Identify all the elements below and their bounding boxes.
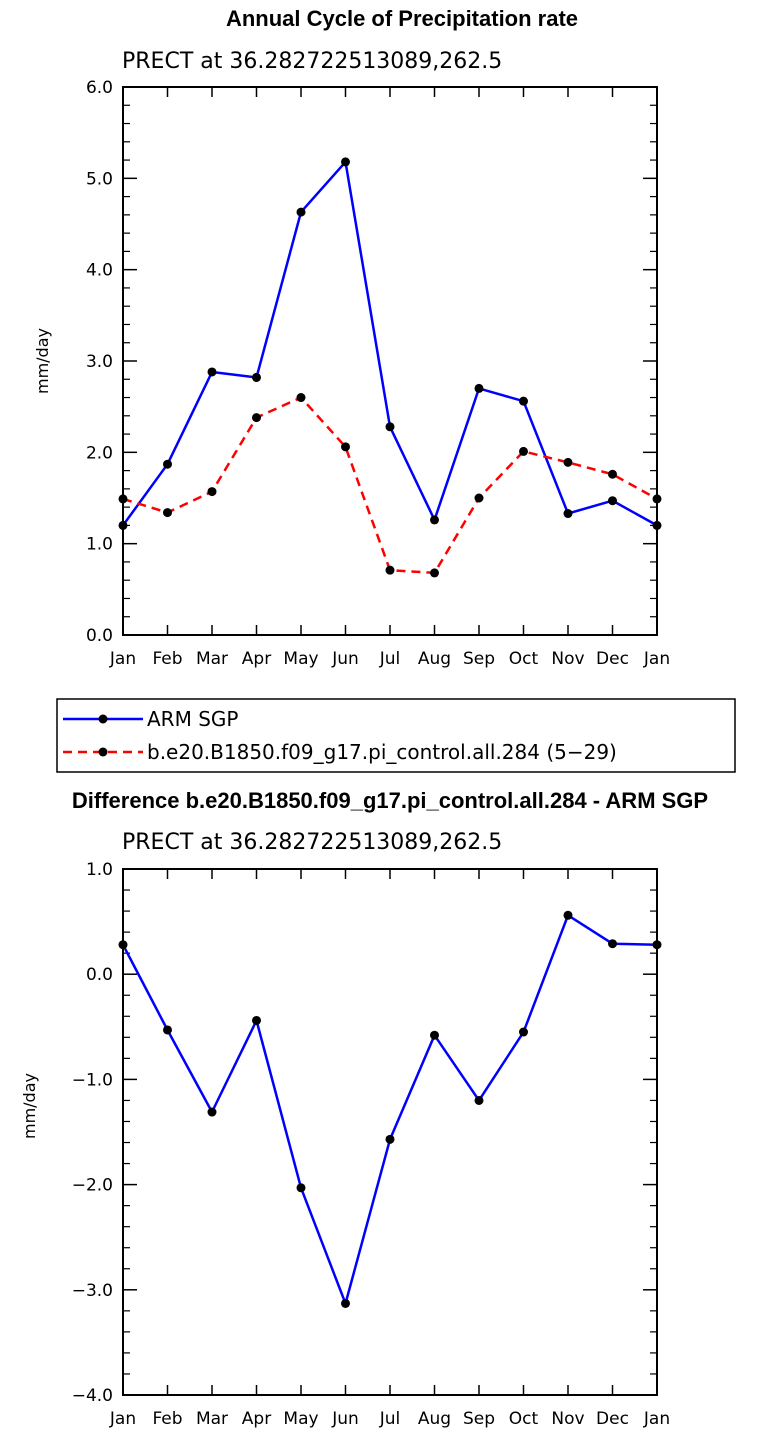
chart2-subtitle: PRECT at 36.282722513089,262.5 — [122, 830, 502, 855]
legend-entry-arm-sgp: ARM SGP — [63, 707, 238, 731]
chart1-y-tick-label: 5.0 — [86, 169, 113, 189]
chart1-series-1-point — [474, 493, 484, 503]
chart1-series-0-point — [608, 496, 617, 506]
chart1-series-1-point — [430, 568, 439, 578]
chart2-series-0-point — [252, 1015, 261, 1025]
chart1-y-tick-label: 0.0 — [86, 626, 113, 646]
chart1-x-tick-label: Dec — [596, 649, 629, 669]
precip-annual-cycle-chart: Annual Cycle of Precipitation rate PRECT… — [33, 6, 670, 669]
chart1-y-tick-label: 3.0 — [86, 352, 113, 372]
chart1-series-1-point — [341, 442, 350, 452]
chart2-x-tick-label: Dec — [596, 1409, 629, 1429]
chart1-series-0-point — [519, 396, 528, 406]
chart1-y-tick-label: 1.0 — [86, 535, 113, 555]
chart2-x-tick-label: Nov — [551, 1409, 584, 1429]
legend-box — [56, 698, 736, 773]
chart2-series-0-point — [341, 1298, 350, 1308]
chart1-series-1-point — [385, 565, 395, 575]
chart2-x-tick-label: Feb — [152, 1409, 182, 1429]
chart2-x-tick-label: Oct — [509, 1409, 539, 1429]
chart1-series-line-0 — [121, 160, 658, 527]
chart2-series-0-point — [207, 1107, 217, 1117]
chart1-series-1-point — [296, 393, 306, 403]
chart1-series-1-point — [163, 508, 172, 518]
chart1-axis-ticks: Jan Feb Mar Apr May Jun Jul Aug Sep Oct Nov Dec Jan 0… — [86, 78, 670, 669]
legend-entry-model: b.e20.B1850.f09_g17.pi_control.all.284 (… — [63, 740, 617, 764]
legend-label-arm-sgp: ARM SGP — [147, 707, 238, 731]
chart1-series-0-point — [163, 459, 172, 469]
chart2-y-tick-label: −3.0 — [72, 1281, 113, 1301]
chart1-y-tick-label: 6.0 — [86, 78, 113, 98]
chart2-series-line-0 — [121, 914, 658, 1305]
chart1-subtitle: PRECT at 36.282722513089,262.5 — [122, 49, 502, 74]
chart2-y-tick-label: −2.0 — [72, 1176, 113, 1196]
chart1-series-0-point — [296, 207, 306, 217]
chart2-title: Difference b.e20.B1850.f09_g17.pi_contro… — [72, 788, 708, 813]
chart1-x-tick-label: May — [283, 649, 318, 669]
chart2-series-0-point — [519, 1027, 528, 1037]
chart2-series-0-point — [296, 1183, 306, 1193]
chart1-x-tick-label: Sep — [463, 649, 495, 669]
chart1-x-tick-label: Mar — [196, 649, 228, 669]
chart2-x-tick-label: Mar — [196, 1409, 228, 1429]
chart2-series-0-point — [563, 910, 573, 920]
legend-marker-arm-sgp — [98, 714, 108, 724]
chart1-series-1-point — [608, 469, 617, 479]
chart1-plot-frame — [122, 86, 658, 636]
legend-label-model: b.e20.B1850.f09_g17.pi_control.all.284 (… — [147, 740, 617, 764]
chart1-series-0-point — [430, 515, 439, 525]
chart2-y-tick-label: −1.0 — [72, 1070, 113, 1090]
chart2-series-0-point — [430, 1030, 439, 1040]
chart2-x-tick-label: Jun — [331, 1409, 359, 1429]
chart2-y-tick-label: 1.0 — [86, 860, 113, 880]
chart1-y-tick-label: 4.0 — [86, 261, 113, 281]
chart1-series-0-point — [474, 383, 484, 393]
chart1-title: Annual Cycle of Precipitation rate — [226, 6, 578, 31]
chart2-series-0-point — [385, 1134, 395, 1144]
chart1-series — [118, 157, 662, 578]
chart1-x-tick-label: Jan — [643, 649, 670, 669]
chart1-x-tick-label: Jun — [331, 649, 359, 669]
chart1-x-tick-label: Nov — [551, 649, 584, 669]
chart1-legend: ARM SGP b.e20.B1850.f09_g17.pi_control.a… — [56, 698, 736, 773]
chart1-series-0-point — [207, 367, 217, 377]
chart2-series — [118, 910, 662, 1308]
chart1-series-0-point — [563, 509, 573, 519]
chart1-x-tick-label: Feb — [152, 649, 182, 669]
chart2-plot-frame — [122, 868, 658, 1396]
chart1-y-tick-label: 2.0 — [86, 443, 113, 463]
chart2-y-axis-label: mm/day — [20, 1073, 39, 1139]
chart1-series-1-point — [207, 487, 217, 497]
chart1-series-0-point — [252, 372, 261, 382]
chart2-axis-ticks: Jan Feb Mar Apr May Jun Jul Aug Sep Oct Nov Dec Jan −… — [72, 860, 670, 1429]
chart2-y-tick-label: 0.0 — [86, 965, 113, 985]
chart2-x-tick-label: Aug — [418, 1409, 451, 1429]
precip-difference-chart: Difference b.e20.B1850.f09_g17.pi_contro… — [20, 788, 708, 1429]
chart2-series-0-point — [608, 939, 617, 949]
chart1-x-tick-label: Jul — [379, 649, 401, 669]
chart1-x-tick-label: Jan — [109, 649, 136, 669]
chart1-x-tick-label: Apr — [242, 649, 271, 669]
chart2-x-tick-label: Jul — [379, 1409, 401, 1429]
chart2-x-tick-label: May — [283, 1409, 318, 1429]
chart1-series-0-point — [385, 422, 395, 432]
chart2-x-tick-label: Sep — [463, 1409, 495, 1429]
chart2-series-0-point — [163, 1025, 172, 1035]
chart1-series-1-point — [252, 413, 261, 423]
chart2-x-tick-label: Jan — [109, 1409, 136, 1429]
chart1-series-1-point — [519, 446, 528, 456]
chart2-x-tick-label: Apr — [242, 1409, 271, 1429]
chart1-y-axis-label: mm/day — [33, 328, 52, 394]
chart1-x-tick-label: Aug — [418, 649, 451, 669]
chart1-series-0-point — [341, 157, 350, 167]
chart2-series-0-point — [474, 1095, 484, 1105]
chart2-y-tick-label: −4.0 — [72, 1386, 113, 1406]
chart1-x-tick-label: Oct — [509, 649, 539, 669]
legend-marker-model — [98, 747, 108, 757]
chart1-series-1-point — [563, 457, 573, 467]
chart2-x-tick-label: Jan — [643, 1409, 670, 1429]
